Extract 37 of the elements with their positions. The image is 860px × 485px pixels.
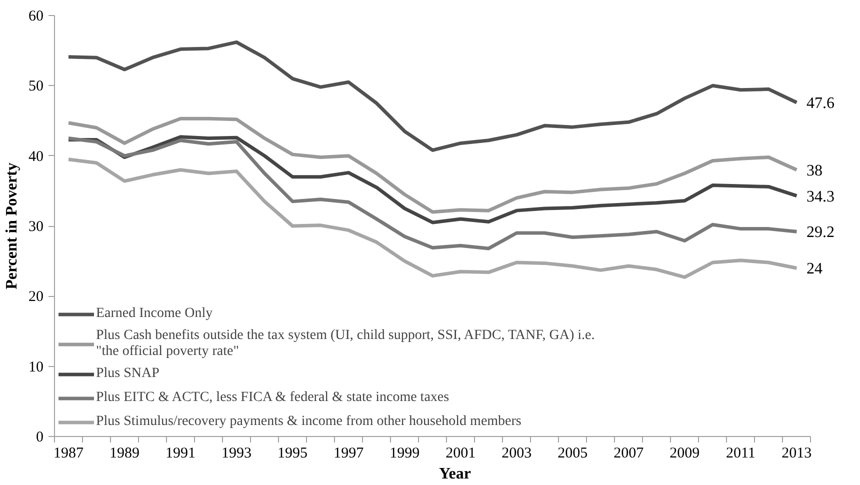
line-series [66,116,798,214]
data-label: 29.2 [806,224,834,242]
data-label: 24 [806,260,822,278]
x-tick-label: 2007 [614,446,644,462]
x-tick-label: 2003 [502,446,532,462]
y-tick-label: 0 [36,430,44,446]
y-axis-title: Percent in Poverty [4,162,20,290]
y-tick-label: 50 [28,78,44,95]
data-label: 38 [806,162,822,180]
x-tick-label: 1997 [334,446,364,462]
x-tick-label: 2011 [726,446,756,462]
data-label: 34.3 [806,188,834,206]
x-tick-label: 1991 [166,446,196,462]
x-tick-label: 1999 [390,446,420,462]
y-tick-label: 20 [28,289,44,306]
x-tick-label: 1993 [222,446,252,462]
y-tick-label: 40 [28,148,44,165]
legend-label: Plus EITC & ACTC, less FICA & federal & state income taxes [96,390,450,406]
line-series [66,40,798,152]
x-tick-label: 2009 [670,446,700,462]
line-series [66,136,798,250]
legend-label: Earned Income Only [96,306,213,322]
y-tick-label: 60 [28,8,44,24]
x-axis-title: Year [439,466,471,482]
y-tick-label: 10 [28,359,44,376]
legend-label: Plus SNAP [96,366,160,382]
x-tick-label: 1995 [278,446,308,462]
x-tick-label: 1987 [54,446,84,462]
x-tick-label: 1989 [110,446,140,462]
legend-label: Plus Cash benefits outside the tax system (UI, child support, SSI, AFDC, TANF, GA) i.e. "the official poverty rate" [96,328,595,360]
data-label: 47.6 [806,95,834,112]
line-series [66,158,798,279]
x-tick-label: 2001 [446,446,476,462]
x-tick-label: 2005 [558,446,588,462]
x-tick-label: 2013 [782,446,812,462]
legend-label: Plus Stimulus/recovery payments & income from other household members [96,414,522,430]
y-tick-label: 30 [28,219,44,235]
